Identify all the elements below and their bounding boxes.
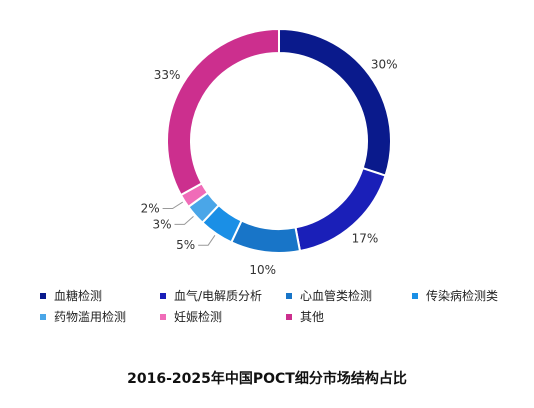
- legend-item: 妊娠检测: [160, 308, 222, 325]
- legend-label: 血气/电解质分析: [174, 289, 263, 303]
- legend-item: 药物滥用检测: [40, 308, 126, 325]
- legend-swatch: [160, 292, 166, 299]
- legend-swatch: [286, 313, 292, 320]
- donut-slice: [166, 27, 280, 197]
- legend-item: 传染病检测类: [412, 287, 498, 304]
- legend-label: 药物滥用检测: [54, 310, 127, 324]
- slice-value-label: 3%: [152, 217, 171, 231]
- legend-label: 心血管类检测: [300, 289, 373, 303]
- slice-value-label: 5%: [176, 238, 195, 252]
- legend-swatch: [40, 292, 46, 299]
- legend-item: 其他: [286, 308, 324, 325]
- donut-slice: [229, 219, 302, 254]
- leader-line: [174, 216, 194, 225]
- legend-label: 其他: [300, 310, 325, 324]
- legend-label: 血糖检测: [54, 289, 103, 303]
- donut-chart: 30% 17% 10% 5% 3%2% 33%: [141, 27, 398, 277]
- donut-slice: [278, 27, 392, 177]
- slice-value-label: 33%: [154, 68, 181, 82]
- legend-item: 血气/电解质分析: [160, 287, 262, 304]
- slice-value-label: 2%: [141, 202, 160, 216]
- slice-value-label: 10%: [249, 263, 276, 277]
- leader-line: [162, 201, 184, 210]
- legend-label: 传染病检测类: [426, 289, 499, 303]
- slice-value-label: 30%: [371, 58, 398, 72]
- legend-swatch: [40, 313, 46, 320]
- legend-swatch: [160, 313, 166, 320]
- legend-item: 血糖检测: [40, 287, 102, 304]
- legend-label: 妊娠检测: [174, 310, 223, 324]
- legend-swatch: [412, 292, 418, 299]
- legend-item: 心血管类检测: [286, 287, 372, 304]
- slice-value-label: 17%: [352, 232, 379, 246]
- chart-title: 2016-2025年中国POCT细分市场结构占比: [127, 371, 407, 387]
- leader-line: [198, 235, 216, 246]
- legend-swatch: [286, 292, 292, 299]
